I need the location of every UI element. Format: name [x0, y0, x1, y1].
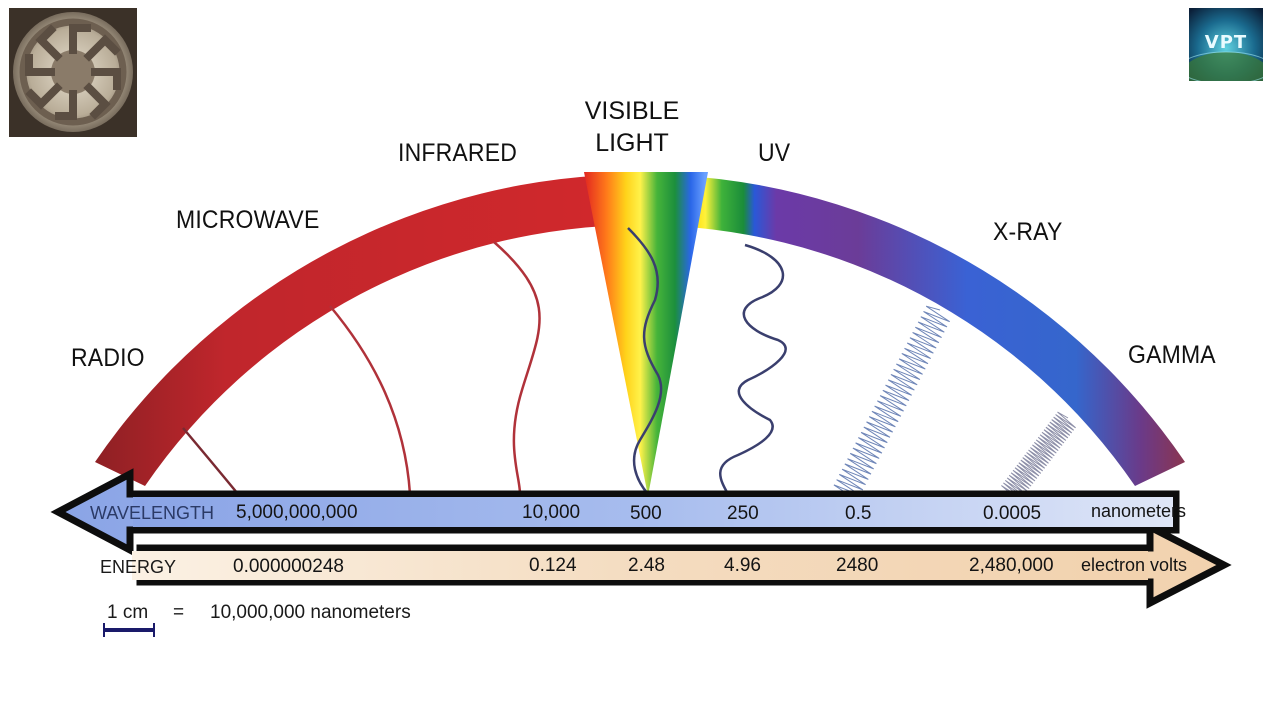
visible-label-line2: LIGHT	[595, 129, 669, 157]
energy-unit: electron volts	[1081, 555, 1188, 575]
radio-label: RADIO	[71, 344, 145, 372]
spectrum-arc	[95, 174, 1185, 486]
scale-value-label: 10,000,000 nanometers	[210, 602, 411, 623]
scale-length-label: 1 cm	[107, 602, 149, 623]
xray-wave-line	[833, 305, 950, 501]
infrared-label: INFRARED	[398, 139, 518, 167]
energy-value: 0.000000248	[233, 556, 344, 577]
xray-label: X-RAY	[993, 218, 1063, 246]
vpt-logo-text: VPT	[1204, 32, 1248, 53]
energy-label: ENERGY	[100, 557, 177, 577]
scale-equals-sign: =	[173, 602, 185, 623]
microwave-wave-line	[329, 305, 412, 495]
uv-wave-line	[719, 243, 787, 495]
visible-light-cone	[584, 172, 708, 496]
wavelength-value: 500	[630, 503, 662, 524]
vpt-globe-logo-icon: VPT	[1189, 8, 1263, 81]
wavelength-label: WAVELENGTH	[90, 503, 215, 523]
energy-value: 2,480,000	[969, 555, 1054, 576]
gamma-label: GAMMA	[1128, 341, 1216, 369]
infrared-wave-line	[493, 241, 541, 495]
energy-value: 2480	[836, 555, 879, 576]
visible-wave-line	[627, 227, 663, 495]
microwave-label: MICROWAVE	[176, 206, 320, 234]
energy-value: 4.96	[724, 555, 761, 576]
radio-wave-line	[182, 427, 239, 495]
scale-bar	[103, 623, 155, 637]
wavelength-unit: nanometers	[1091, 501, 1187, 521]
energy-value: 2.48	[628, 555, 665, 576]
energy-value: 0.124	[529, 555, 577, 576]
gamma-wave-line	[1001, 411, 1076, 502]
wavelength-value: 250	[727, 503, 759, 524]
wavelength-value: 0.0005	[983, 503, 1042, 524]
sun-wheel-emblem-icon	[9, 8, 137, 137]
wavelength-value: 0.5	[845, 503, 872, 524]
wavelength-value: 10,000	[522, 502, 581, 523]
uv-label: UV	[758, 139, 791, 167]
visible-label-line1: VISIBLE	[584, 97, 680, 125]
wavelength-value: 5,000,000,000	[236, 502, 358, 523]
visible-light-label: VISIBLE LIGHT	[572, 95, 692, 159]
